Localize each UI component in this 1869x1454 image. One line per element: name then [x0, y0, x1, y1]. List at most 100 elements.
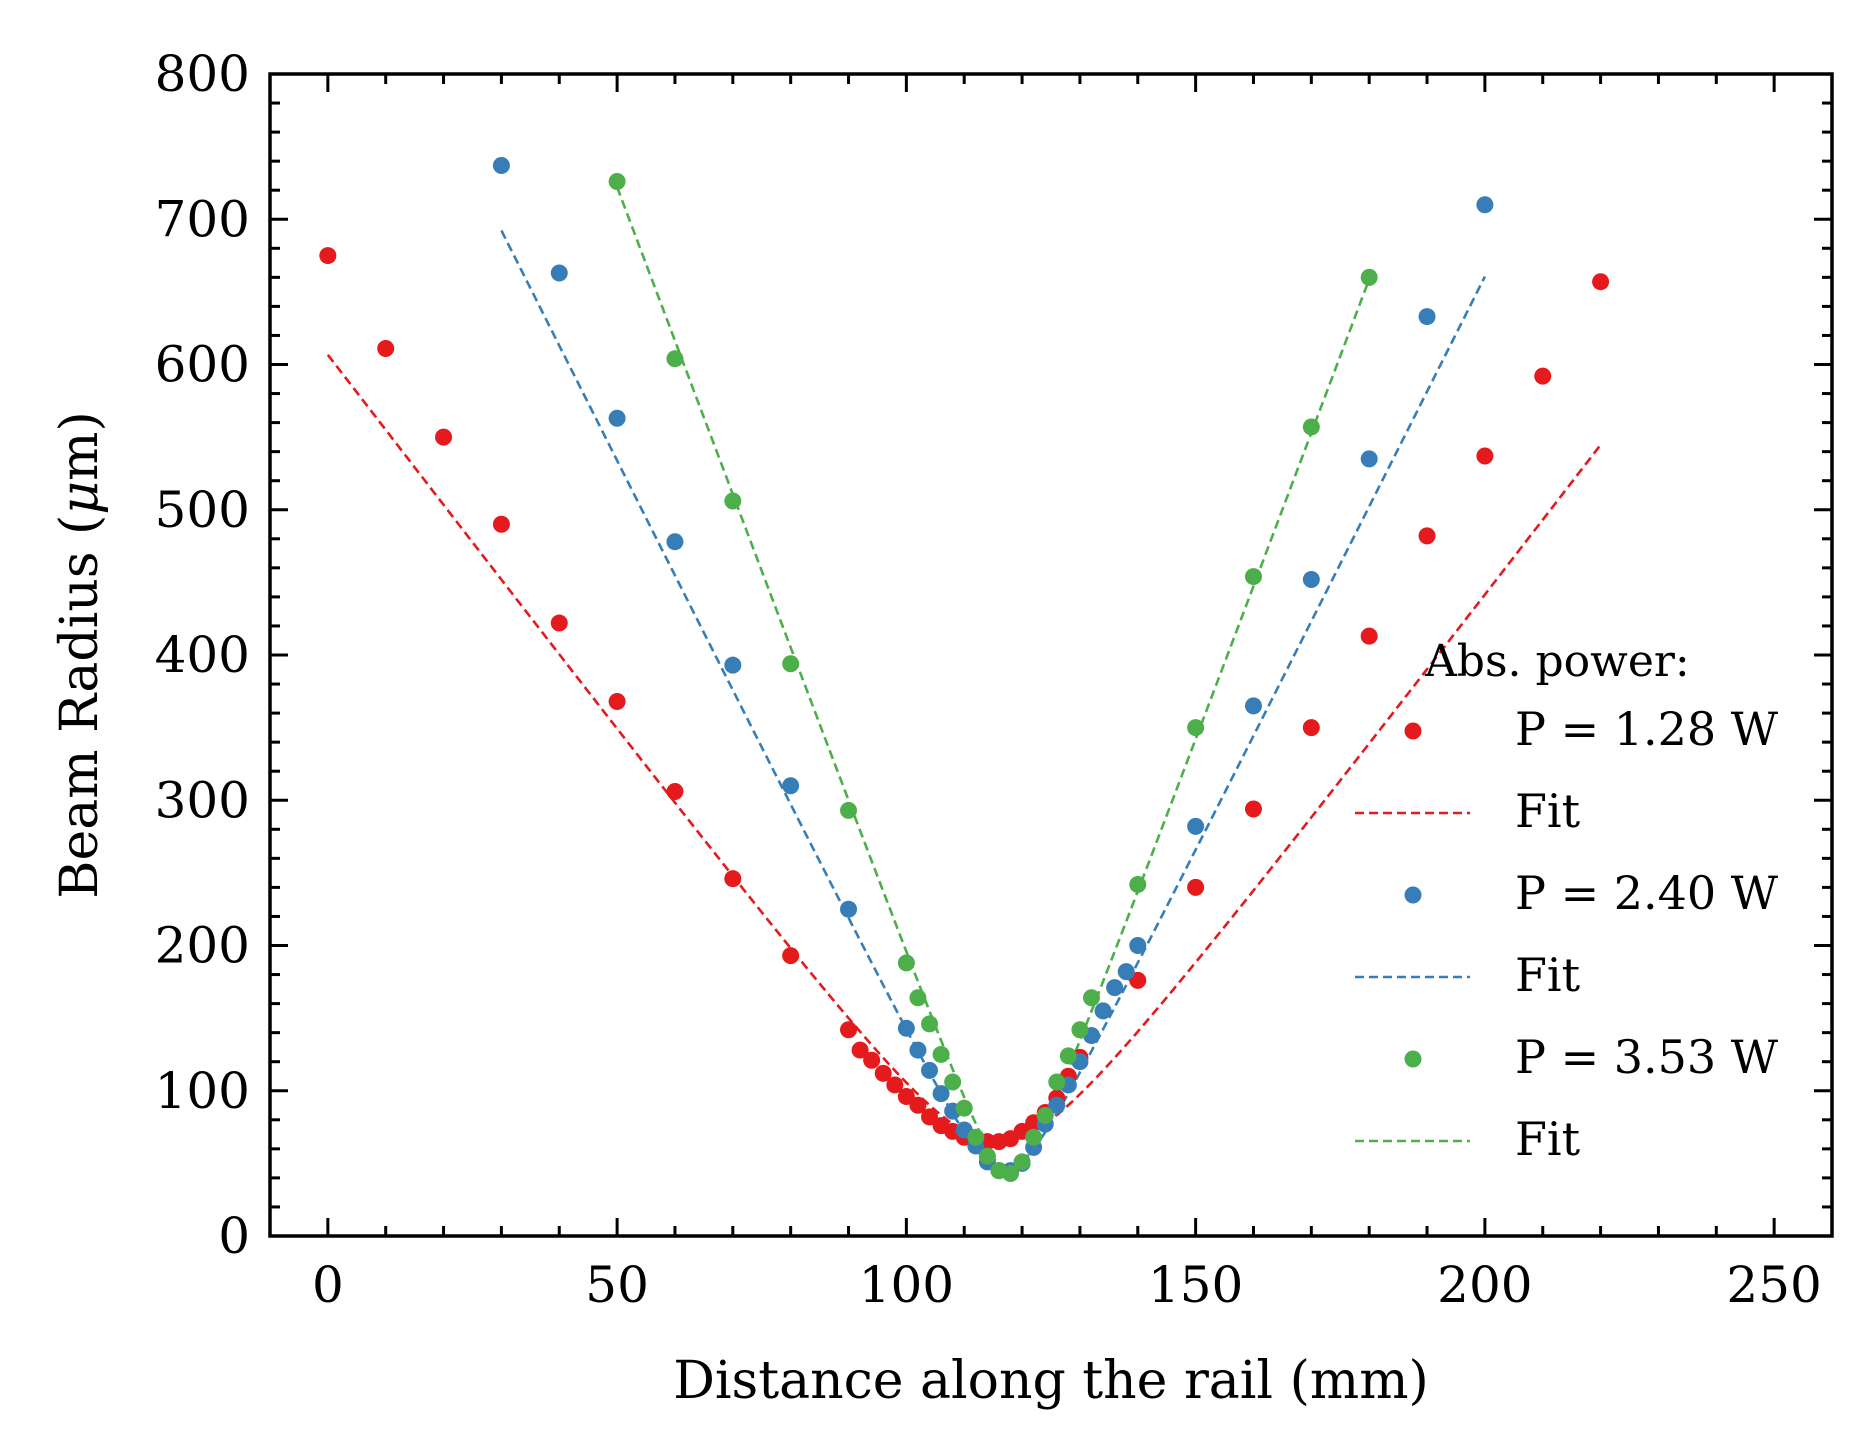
legend-marker-series-2: [1404, 886, 1422, 904]
data-markers: [319, 157, 1610, 1183]
data-point-series-2-28: [1129, 937, 1147, 954]
data-point-series-2-8: [897, 1019, 915, 1037]
data-point-series-3-23: [1129, 875, 1147, 893]
data-point-series-2-7: [840, 900, 858, 918]
data-point-series-1-32: [1187, 878, 1205, 896]
data-point-series-3-17: [1025, 1128, 1043, 1146]
y-tick-label: 200: [155, 917, 250, 975]
legend-label: P = 3.53 W: [1515, 1030, 1779, 1084]
data-point-series-1-6: [608, 692, 626, 710]
data-point-series-1-8: [724, 870, 742, 888]
data-point-series-2-32: [1360, 450, 1378, 468]
tick-labels: 0 50 100 150 200 250 0 100 200 300 400 500 600 700 800: [155, 45, 1822, 1314]
data-point-series-3-4: [782, 655, 800, 673]
data-point-series-2-27: [1117, 963, 1135, 981]
data-point-series-2-1: [492, 157, 510, 175]
data-point-series-1-39: [1592, 273, 1610, 291]
data-point-series-2-21: [1048, 1096, 1066, 1114]
x-tick-label: 200: [1437, 1256, 1532, 1314]
data-point-series-3-8: [921, 1015, 939, 1033]
y-tick-label: 700: [155, 190, 250, 248]
data-point-series-2-31: [1302, 570, 1320, 588]
data-point-series-3-2: [666, 350, 684, 368]
data-point-series-3-15: [1002, 1165, 1020, 1183]
data-point-series-1-10: [840, 1021, 858, 1039]
x-tick-label: 250: [1726, 1256, 1821, 1314]
data-point-series-1-17: [921, 1108, 939, 1126]
data-point-series-2-6: [782, 777, 800, 795]
data-point-series-3-9: [932, 1045, 950, 1063]
data-point-series-3-7: [909, 989, 927, 1007]
data-point-series-3-26: [1302, 418, 1320, 436]
y-tick-label: 500: [155, 481, 250, 539]
data-point-series-1-37: [1476, 447, 1494, 465]
data-point-series-1-33: [1244, 800, 1262, 818]
data-point-series-2-10: [921, 1061, 939, 1079]
x-tick-label: 100: [859, 1256, 954, 1314]
data-point-series-1-5: [550, 614, 568, 632]
y-tick-label: 400: [155, 626, 250, 684]
y-tick-label: 100: [155, 1062, 250, 1120]
legend-label: Fit: [1515, 784, 1581, 838]
legend-marker-series-3: [1404, 1050, 1422, 1068]
data-point-series-1-35: [1360, 627, 1378, 645]
data-point-series-3-16: [1013, 1153, 1031, 1171]
data-point-series-1-4: [492, 515, 510, 533]
data-point-series-3-24: [1187, 719, 1205, 737]
data-point-series-3-20: [1059, 1047, 1077, 1065]
data-point-series-1-15: [897, 1088, 915, 1106]
data-point-series-1-31: [1129, 971, 1147, 989]
data-point-series-1-12: [863, 1051, 881, 1069]
legend-label: Fit: [1515, 948, 1581, 1002]
y-axis-label-text-start: Beam Radius (: [50, 515, 110, 899]
data-point-series-3-27: [1360, 268, 1378, 286]
data-point-series-2-25: [1094, 1002, 1112, 1020]
data-point-series-2-11: [932, 1085, 950, 1103]
data-point-series-3-25: [1244, 568, 1262, 586]
legend-label: P = 2.40 W: [1515, 866, 1779, 920]
data-point-series-1-3: [435, 428, 453, 446]
y-axis-label-text-end: m): [50, 411, 110, 481]
data-point-series-1-2: [377, 340, 395, 358]
x-tick-label: 50: [585, 1256, 649, 1314]
legend-title: Abs. power:: [1424, 636, 1690, 687]
data-point-series-3-6: [897, 954, 915, 972]
data-point-series-3-13: [978, 1147, 996, 1165]
data-point-series-3-5: [840, 801, 858, 819]
data-point-series-3-21: [1071, 1021, 1089, 1039]
x-tick-label: 150: [1148, 1256, 1243, 1314]
data-point-series-2-4: [666, 533, 684, 551]
data-point-series-1-9: [782, 947, 800, 965]
legend-marker-series-1: [1404, 722, 1422, 740]
data-point-series-3-11: [955, 1099, 973, 1117]
data-point-series-2-33: [1418, 308, 1436, 326]
data-point-series-2-5: [724, 656, 742, 674]
data-point-series-1-36: [1418, 527, 1436, 545]
data-point-series-2-26: [1106, 979, 1124, 997]
data-point-series-2-2: [550, 264, 568, 282]
data-point-series-3-22: [1082, 989, 1100, 1007]
data-point-series-2-9: [909, 1041, 927, 1059]
legend-label: Fit: [1515, 1112, 1581, 1166]
data-point-series-2-34: [1476, 196, 1494, 214]
data-point-series-1-7: [666, 783, 684, 801]
data-point-series-1-34: [1302, 719, 1320, 737]
data-point-series-3-10: [944, 1073, 962, 1091]
data-point-series-3-3: [724, 492, 742, 510]
y-axis-label-mu: μ: [50, 481, 110, 515]
plot-frame: [268, 72, 1834, 1238]
fit-line-series-1: [326, 353, 1602, 1143]
x-tick-label: 0: [312, 1256, 344, 1314]
y-tick-label: 300: [155, 771, 250, 829]
data-point-series-1-11: [851, 1041, 869, 1059]
data-point-series-3-18: [1036, 1106, 1054, 1124]
y-tick-label: 600: [155, 336, 250, 394]
y-tick-label: 0: [218, 1207, 250, 1265]
data-point-series-1-14: [886, 1076, 904, 1094]
y-axis-label: Beam Radius (μm): [50, 411, 110, 899]
data-point-series-2-30: [1244, 697, 1262, 715]
data-point-series-1-38: [1534, 367, 1552, 385]
x-axis-label: Distance along the rail (mm): [673, 1351, 1429, 1411]
